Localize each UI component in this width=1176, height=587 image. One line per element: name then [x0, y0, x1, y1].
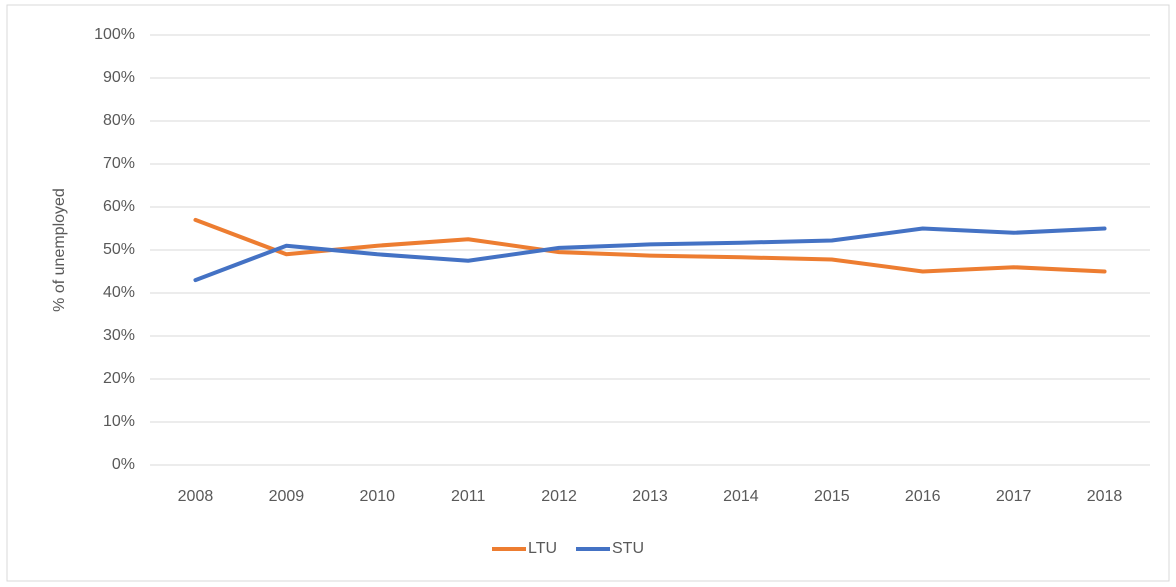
x-tick-label: 2009	[269, 488, 305, 505]
y-tick-label: 100%	[94, 26, 135, 43]
line	[193, 217, 1107, 274]
y-tick-label: 50%	[103, 241, 135, 258]
y-tick-label: 30%	[103, 327, 135, 344]
y-tick-label: 40%	[103, 284, 135, 301]
y-tick-label: 60%	[103, 198, 135, 215]
x-tick-label: 2015	[814, 488, 850, 505]
legend-label: LTU	[528, 540, 557, 557]
legend-label: STU	[612, 540, 644, 557]
y-tick-label: 90%	[103, 69, 135, 86]
x-tick-label: 2017	[996, 488, 1032, 505]
x-tick-label: 2008	[178, 488, 214, 505]
x-tick-label: 2016	[905, 488, 941, 505]
line	[193, 226, 1107, 283]
x-tick-label: 2014	[723, 488, 759, 505]
y-tick-label: 20%	[103, 370, 135, 387]
x-tick-label: 2012	[541, 488, 577, 505]
y-tick-label: 0%	[112, 456, 135, 473]
x-tick-label: 2018	[1087, 488, 1123, 505]
y-axis-label: % of unemployed	[51, 188, 68, 312]
y-tick-label: 70%	[103, 155, 135, 172]
y-tick-label: 10%	[103, 413, 135, 430]
y-tick-label: 80%	[103, 112, 135, 129]
x-tick-label: 2013	[632, 488, 668, 505]
x-tick-label: 2010	[359, 488, 395, 505]
x-tick-label: 2011	[451, 488, 486, 505]
